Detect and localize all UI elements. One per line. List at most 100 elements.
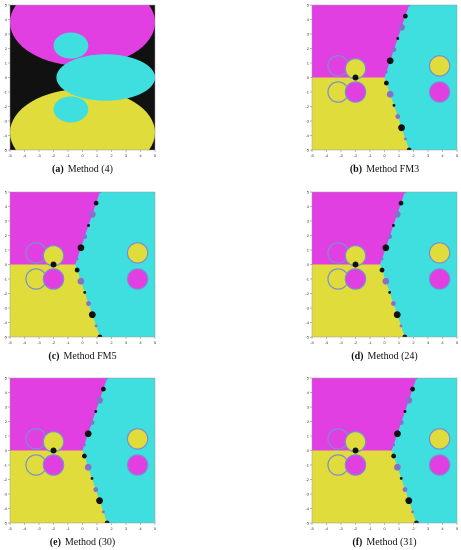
- boundary-dot: [50, 447, 57, 454]
- boundary-dot: [411, 510, 415, 514]
- caption: (e) Method (30): [50, 537, 115, 548]
- lobe: [344, 81, 367, 103]
- x-tick-label: 3: [125, 153, 128, 158]
- caption: (b) Method FM3: [350, 164, 419, 175]
- y-tick-label: 2: [307, 419, 310, 424]
- boundary-dot: [82, 234, 88, 240]
- y-tick-label: 4: [307, 204, 310, 209]
- y-tick-label: 1: [307, 434, 310, 439]
- boundary-dot: [382, 244, 390, 252]
- y-tick-label: 3: [5, 219, 8, 224]
- basin-image: [10, 378, 155, 523]
- boundary-dot: [89, 420, 95, 426]
- y-tick-label: 4: [307, 390, 310, 395]
- x-tick-label: 0: [81, 153, 84, 158]
- boundary-dot: [398, 420, 404, 426]
- y-tick-label: -3: [305, 492, 309, 497]
- x-tick-label: 1: [96, 340, 99, 345]
- boundary-dot: [380, 257, 384, 261]
- x-tick-label: -1: [368, 526, 372, 531]
- y-tick-label: 3: [5, 32, 8, 37]
- basin-image: [312, 378, 457, 523]
- boundary-dot: [104, 520, 110, 523]
- lobe: [428, 428, 451, 450]
- x-tick-label: 1: [398, 153, 401, 158]
- lobe: [428, 268, 451, 290]
- y-tick-label: 5: [307, 3, 310, 8]
- boundary-dot: [394, 463, 401, 471]
- y-tick-label: 1: [5, 434, 8, 439]
- boundary-dot: [74, 267, 80, 273]
- boundary-dot: [399, 476, 403, 480]
- x-tick-label: -1: [66, 526, 70, 531]
- x-tick-label: 1: [398, 526, 401, 531]
- y-tick-label: -5: [305, 335, 309, 340]
- x-tick-label: 4: [441, 526, 444, 531]
- x-tick-label: -4: [325, 526, 329, 531]
- lobe: [428, 55, 451, 77]
- boundary-dot: [86, 301, 91, 306]
- boundary-dot: [399, 324, 403, 328]
- x-tick-label: -3: [37, 526, 41, 531]
- y-tick-label: -2: [3, 104, 7, 109]
- x-tick-label: 5: [456, 340, 459, 345]
- boundary-dot: [394, 430, 401, 438]
- boundary-dot: [384, 70, 388, 74]
- y-tick-label: -2: [305, 104, 309, 109]
- x-tick-label: 2: [412, 526, 415, 531]
- boundary-dot: [379, 267, 385, 273]
- boundary-dot: [403, 410, 407, 413]
- boundary-dot: [100, 386, 106, 392]
- x-tick-label: 4: [139, 153, 142, 158]
- y-tick-label: -2: [3, 477, 7, 482]
- boundary-dot: [77, 277, 85, 285]
- boundary-dot: [75, 257, 79, 261]
- x-tick-label: -2: [354, 340, 358, 345]
- basin-image: [312, 192, 457, 337]
- x-tick-label: 2: [110, 340, 113, 345]
- boundary-dot: [398, 200, 404, 206]
- panel: -5 -4 -3 -2 -1 0 1 2 3 4 5 -5 -4 -3 -2 -1 0 1 2 3 4 5 (b) Metho…: [305, 3, 458, 176]
- y-tick-label: -2: [305, 477, 309, 482]
- boundary-dot: [90, 476, 94, 480]
- boundary-dot: [395, 114, 401, 119]
- x-tick-label: -3: [37, 153, 41, 158]
- caption-text: Method FM5: [64, 351, 117, 362]
- y-tick-label: 0: [307, 75, 310, 80]
- lobe: [344, 268, 367, 290]
- y-tick-label: -4: [3, 133, 7, 138]
- lobe: [42, 454, 65, 476]
- boundary-dot: [393, 210, 401, 218]
- boundary-dot: [88, 311, 96, 319]
- region: [56, 54, 155, 101]
- y-tick-label: -4: [3, 506, 7, 511]
- x-tick-label: 0: [81, 340, 84, 345]
- x-tick-label: -2: [354, 153, 358, 158]
- boundary-dot: [391, 301, 396, 306]
- x-tick-label: 1: [96, 153, 99, 158]
- boundary-dot: [402, 334, 408, 337]
- x-tick-label: -2: [354, 526, 358, 531]
- y-tick-label: 0: [5, 448, 8, 453]
- boundary-dot: [382, 277, 390, 285]
- y-tick-label: -1: [3, 277, 7, 282]
- boundary-dot: [94, 410, 98, 413]
- boundary-dot: [101, 510, 105, 514]
- boundary-dot: [406, 147, 412, 150]
- boundary-dot: [405, 497, 413, 505]
- boundary-dot: [402, 487, 408, 492]
- x-tick-label: 0: [383, 153, 386, 158]
- y-tick-label: -5: [3, 521, 7, 526]
- boundary-dot: [415, 378, 418, 380]
- panel: -5 -4 -3 -2 -1 0 1 2 3 4 5 -5 -4 -3 -2 -1 0 1 2 3 4 5 (f) Metho…: [305, 376, 458, 549]
- y-tick-label: 3: [307, 219, 310, 224]
- lobe: [126, 268, 149, 290]
- caption-text: Method FM3: [366, 164, 419, 175]
- x-tick-label: -4: [23, 526, 27, 531]
- boundary-dot: [93, 200, 99, 206]
- lobe: [126, 454, 149, 476]
- y-tick-label: -4: [305, 506, 309, 511]
- y-tick-label: 1: [5, 248, 8, 253]
- y-tick-label: 3: [307, 32, 310, 37]
- boundary-dot: [391, 453, 397, 459]
